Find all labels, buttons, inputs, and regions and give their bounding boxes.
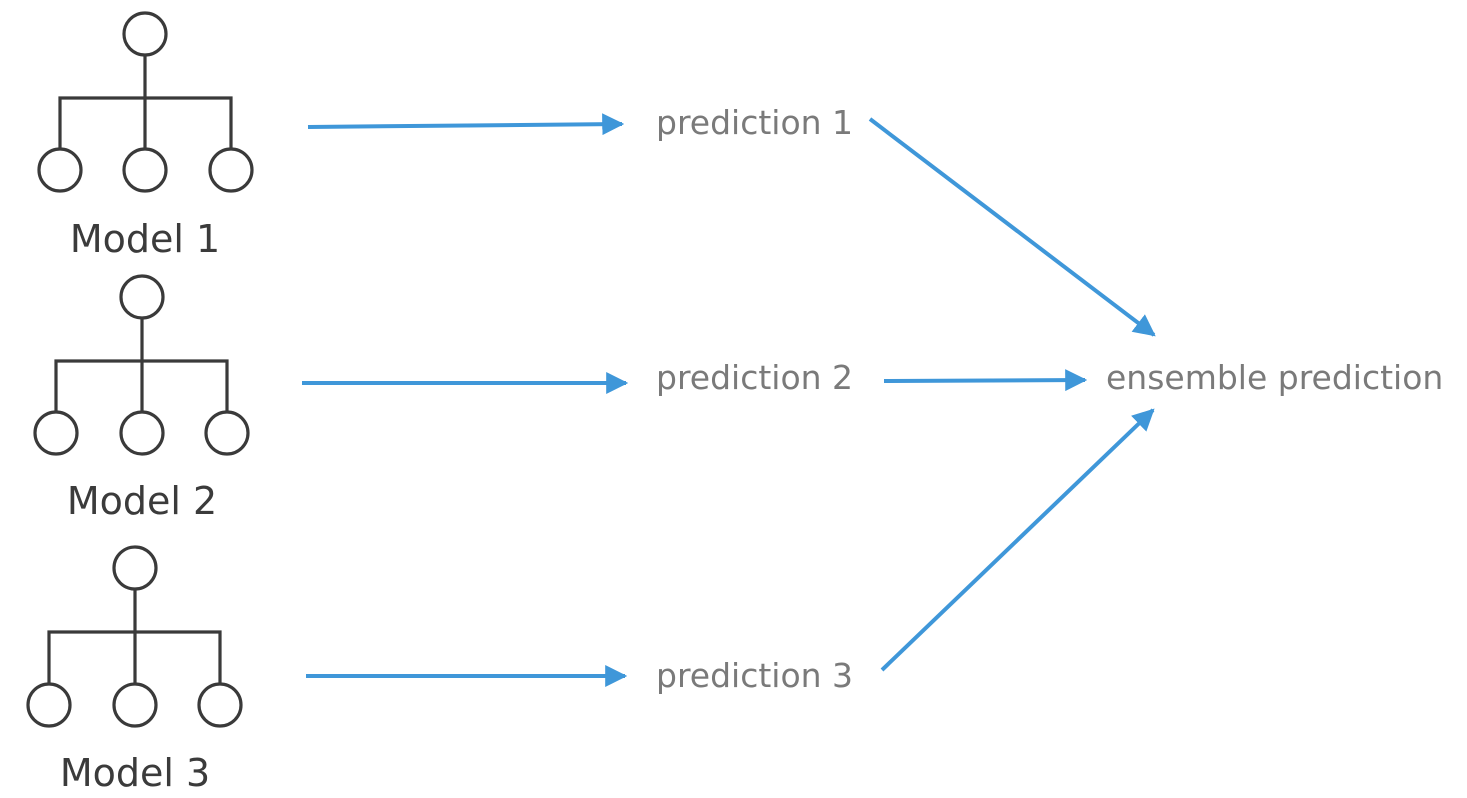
ensemble-prediction-label: ensemble prediction xyxy=(1106,358,1443,397)
prediction-2-label: prediction 2 xyxy=(656,358,853,397)
model-3-label: Model 3 xyxy=(60,751,210,795)
model-1-label: Model 1 xyxy=(70,217,220,261)
arrow-model-1-to-prediction-1 xyxy=(307,113,625,136)
model-3-tree-icon xyxy=(26,545,243,728)
prediction-3-label: prediction 3 xyxy=(656,656,853,695)
model-2-tree-icon xyxy=(33,274,250,456)
prediction-1-label: prediction 1 xyxy=(656,103,853,142)
model-1-tree-icon xyxy=(37,11,254,193)
arrow-prediction-3-to-ensemble xyxy=(880,408,1155,672)
arrow-prediction-2-to-ensemble xyxy=(883,369,1088,392)
model-2-label: Model 2 xyxy=(67,479,217,523)
arrow-prediction-1-to-ensemble xyxy=(868,117,1156,337)
